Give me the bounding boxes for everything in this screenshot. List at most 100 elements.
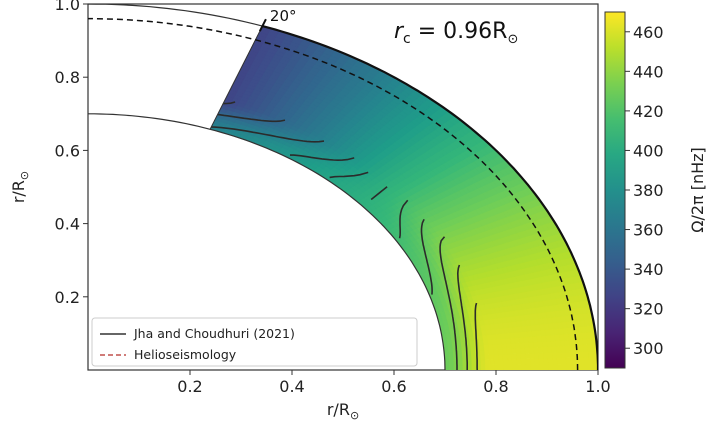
colorbar-tick-label: 460: [633, 23, 664, 42]
field-cell: [565, 345, 571, 353]
contour-line: [211, 126, 325, 143]
colorbar-tick-label: 440: [633, 62, 664, 81]
field-cell: [511, 353, 518, 360]
colorbar-tick-label: 300: [633, 339, 664, 358]
rc-value: = 0.96R: [411, 19, 508, 44]
y-axis-label-base: r/R: [9, 180, 28, 203]
field-cell: [534, 352, 540, 360]
field-cell: [529, 358, 536, 365]
contour-line: [223, 101, 236, 105]
angle-annotation: 20°: [270, 7, 297, 25]
field-cell: [525, 353, 531, 360]
field-cell: [471, 359, 477, 366]
rc-annotation: rc = 0.96R⊙: [394, 19, 518, 47]
contour-line: [439, 236, 458, 370]
field-cell: [489, 359, 495, 366]
field-cell: [579, 351, 585, 358]
x-axis-label-sub: ⊙: [350, 409, 359, 422]
field-cell: [565, 351, 572, 359]
colorbar-tick-label: 360: [633, 221, 664, 240]
colorbar-tick-label: 420: [633, 102, 664, 121]
field-cell: [538, 346, 544, 354]
field-cell: [484, 359, 491, 366]
field-cell: [480, 359, 486, 366]
rc-unit-sub: ⊙: [507, 32, 518, 47]
field-cell: [498, 364, 504, 370]
x-tick-label: 0.2: [177, 377, 202, 396]
contour-lines: [211, 101, 478, 370]
x-tick-label: 0.8: [483, 377, 508, 396]
field-cell: [456, 346, 463, 352]
field-cell: [516, 353, 522, 360]
outer-domain-arc: [262, 25, 598, 370]
colorbar-ticks: 300 320 340 360 380 400 420 440 460: [625, 23, 664, 358]
field-cell: [529, 347, 535, 354]
field-cell: [447, 346, 454, 353]
rc-subscript: c: [403, 31, 411, 47]
helioseismology-arc: [88, 17, 579, 370]
field-cell: [588, 357, 594, 365]
field-cell: [506, 348, 513, 355]
field-cell: [515, 347, 522, 355]
contour-line: [420, 218, 433, 295]
rotation-field: [209, 25, 598, 370]
field-cell: [497, 348, 504, 355]
field-cell: [448, 351, 454, 357]
field-cell: [480, 354, 486, 361]
field-cell: [457, 360, 464, 366]
field-cell: [552, 357, 558, 365]
field-cell: [511, 358, 518, 365]
field-cell: [516, 364, 522, 370]
domain-boundaries: [88, 4, 598, 370]
field-cell: [543, 352, 549, 359]
field-cell: [507, 359, 513, 366]
field-cell: [485, 364, 491, 370]
field-cell: [542, 346, 549, 354]
field-cell: [493, 354, 500, 361]
y-tick-label: 1.0: [55, 0, 80, 14]
legend-label-helioseismology: Helioseismology: [134, 347, 237, 362]
field-cell: [507, 364, 513, 370]
field-cell: [484, 354, 491, 361]
field-cell: [579, 363, 585, 370]
field-cell: [494, 364, 500, 370]
field-cell: [471, 355, 477, 361]
y-tick-label: 0.8: [55, 68, 80, 87]
field-cell: [582, 344, 589, 352]
field-cell: [547, 346, 553, 354]
field-cell: [538, 358, 545, 365]
field-cell: [479, 349, 486, 356]
angle-marker: [258, 18, 267, 32]
field-cell: [520, 353, 527, 360]
contour-line: [329, 171, 369, 179]
field-cell: [502, 359, 509, 366]
contour-line: [474, 302, 478, 370]
field-cell: [449, 365, 455, 370]
field-cell: [529, 352, 536, 360]
field-cell: [569, 345, 576, 353]
field-cell: [578, 344, 585, 352]
field-cell: [551, 346, 558, 353]
field-cell: [557, 363, 563, 370]
field-cell: [556, 345, 562, 353]
field-cell: [561, 357, 567, 365]
colorbar-tick-label: 400: [633, 141, 664, 160]
field-cell: [556, 357, 563, 365]
field-cell: [502, 353, 509, 360]
field-cell: [547, 358, 554, 365]
field-cell: [520, 358, 527, 365]
field-cell: [467, 364, 473, 370]
field-cell: [556, 351, 563, 359]
colorbar: [604, 11, 626, 369]
field-cell: [512, 364, 518, 370]
y-tick-label: 0.6: [55, 141, 80, 160]
field-cell: [525, 364, 531, 370]
contour-line: [370, 186, 388, 201]
field-cell: [521, 364, 527, 370]
rc-symbol: r: [394, 19, 405, 44]
field-cell: [524, 347, 531, 354]
field-cell: [579, 357, 585, 365]
contour-line: [217, 113, 286, 123]
contour-line: [456, 264, 468, 370]
